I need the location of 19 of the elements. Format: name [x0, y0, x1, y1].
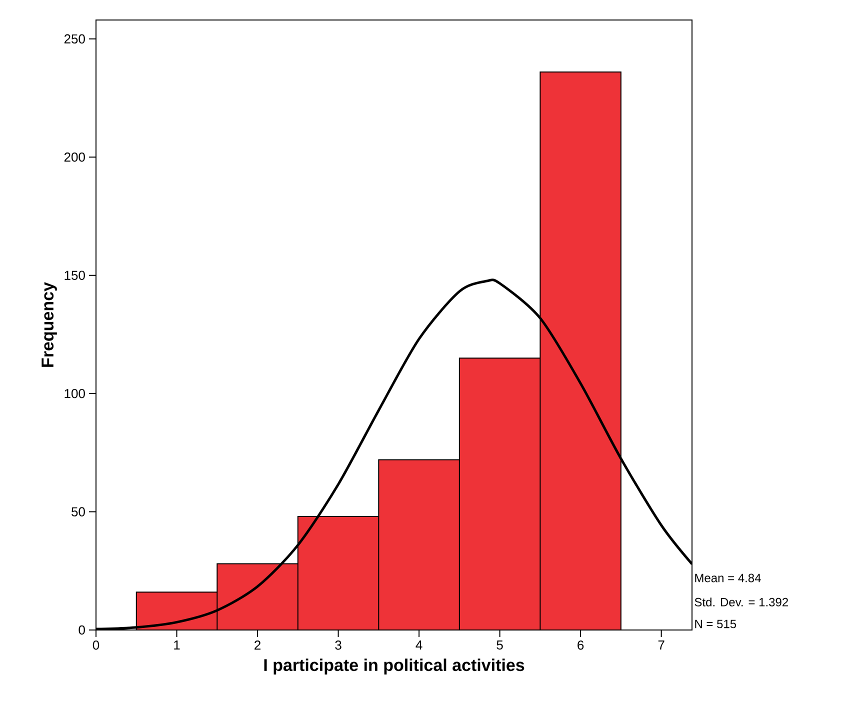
y-tick-label: 50 — [72, 507, 85, 516]
text: Std. Dev. = 1.392 — [694, 598, 788, 606]
x-tick-label: 1 — [174, 640, 180, 650]
x-tick-label: 5 — [496, 640, 503, 650]
y-tick-label: 200 — [64, 152, 85, 162]
text: N = 515 — [695, 620, 736, 628]
y-axis-title: Frequency — [42, 282, 57, 367]
text: Mean = 4.84 — [695, 574, 761, 582]
y-tick-label: 150 — [64, 270, 85, 280]
x-tick-label: 2 — [254, 640, 260, 650]
x-tick-label: 0 — [92, 640, 100, 650]
y-tick-label: 100 — [64, 388, 85, 398]
x-axis-title: I participate in political activities — [264, 658, 524, 674]
y-tick-label: 0 — [78, 625, 85, 635]
x-tick-label: 7 — [658, 640, 664, 650]
y-tick-label: 250 — [64, 34, 85, 44]
x-tick-label: 3 — [335, 640, 342, 650]
x-tick-label: 6 — [578, 640, 584, 650]
x-tick-label: 4 — [416, 640, 422, 650]
